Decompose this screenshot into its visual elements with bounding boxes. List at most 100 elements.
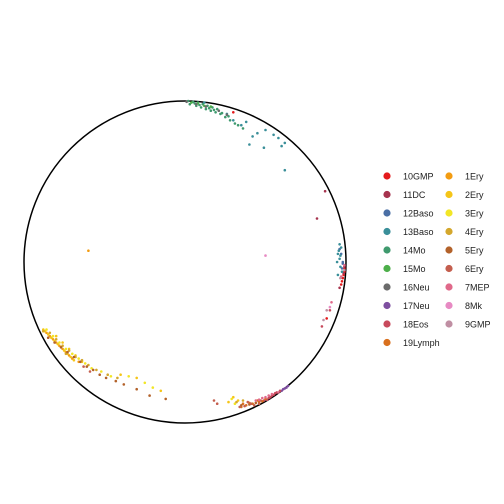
point-2ery-20 — [236, 399, 240, 402]
point-3ery-14 — [233, 402, 237, 406]
point-14mo-9 — [199, 106, 203, 109]
point-5ery-5 — [79, 360, 82, 364]
point-13baso-23 — [203, 101, 206, 104]
legend-label-3ery: 3Ery — [465, 209, 484, 219]
point-6ery-2 — [249, 402, 253, 406]
point-2ery-2 — [50, 336, 53, 340]
point-15mo-3 — [209, 105, 213, 108]
legend-swatch-5ery — [445, 246, 453, 254]
point-18eos-8 — [267, 396, 271, 400]
point-7mep-7 — [330, 301, 333, 304]
point-1ery-7 — [71, 357, 74, 360]
point-6ery-10 — [88, 370, 92, 373]
point-3ery-2 — [58, 341, 61, 344]
legend-label-5ery: 5Ery — [465, 246, 484, 256]
point-11dc-2 — [338, 286, 341, 290]
point-7mep-1 — [267, 394, 271, 397]
point-4ery-8 — [106, 373, 109, 377]
point-9gmp-3 — [339, 276, 342, 280]
point-6ery-6 — [246, 400, 250, 404]
point-2ery-9 — [72, 358, 76, 362]
legend-label-12baso: 12Baso — [403, 209, 434, 219]
point-8mk-1 — [328, 305, 332, 309]
point-10gmp-1 — [341, 276, 345, 280]
legend-swatch-19lymph — [383, 338, 391, 347]
point-14mo-20 — [212, 108, 216, 112]
point-10gmp-6 — [325, 317, 329, 320]
point-13baso-11 — [272, 133, 275, 137]
point-2ery-1 — [46, 333, 50, 336]
legend-swatch-12baso — [383, 209, 391, 217]
legend-swatch-7mep — [445, 283, 453, 291]
point-14mo-7 — [188, 102, 192, 106]
point-5ery-11 — [122, 383, 126, 386]
point-15mo-0 — [190, 101, 193, 104]
point-2ery-17 — [135, 376, 138, 380]
point-7mep-0 — [264, 395, 267, 399]
legend-label-7mep: 7MEP — [465, 283, 490, 293]
point-7mep-4 — [257, 398, 261, 402]
point-2ery-11 — [54, 334, 58, 338]
point-6ery-9 — [82, 365, 85, 368]
point-2ery-6 — [63, 349, 66, 352]
point-3ery-7 — [90, 367, 93, 370]
point-11dc-4 — [315, 217, 319, 220]
legend-label-9gmp: 9GMP — [465, 320, 491, 330]
point-6ery-8 — [212, 399, 216, 402]
point-16neu-2 — [204, 105, 208, 108]
point-16neu-1 — [195, 102, 198, 106]
legend-swatch-8mk — [445, 301, 453, 310]
legend-swatch-10gmp — [383, 172, 391, 180]
point-14mo-14 — [224, 115, 227, 119]
point-7mep-2 — [261, 396, 264, 400]
point-7mep-3 — [270, 392, 274, 396]
point-3ery-11 — [143, 381, 147, 385]
legend-label-16neu: 16Neu — [403, 283, 430, 293]
point-13baso-17 — [244, 120, 248, 124]
data-points — [42, 99, 346, 409]
point-8mk-0 — [264, 254, 267, 257]
point-7mep-6 — [254, 399, 258, 402]
point-3ery-12 — [151, 386, 155, 389]
point-13baso-6 — [338, 243, 341, 246]
legend-swatch-16neu — [383, 283, 391, 291]
legend-swatch-4ery — [445, 227, 453, 236]
legend-label-18eos: 18Eos — [403, 320, 429, 330]
point-10gmp-7 — [232, 111, 235, 114]
point-13baso-18 — [283, 141, 287, 145]
point-4ery-13 — [241, 399, 245, 402]
point-1ery-6 — [67, 354, 71, 357]
point-3ery-13 — [230, 397, 233, 401]
point-3ery-9 — [109, 375, 113, 378]
point-2ery-18 — [159, 389, 163, 393]
point-5ery-1 — [53, 341, 56, 344]
point-13baso-15 — [251, 135, 254, 138]
point-3ery-4 — [71, 352, 74, 356]
legend-swatch-1ery — [445, 172, 453, 180]
point-5ery-6 — [85, 365, 89, 368]
point-13baso-0 — [338, 257, 341, 261]
point-5ery-2 — [59, 346, 63, 349]
point-4ery-3 — [67, 349, 71, 352]
point-19lymph-8 — [241, 402, 245, 406]
point-5ery-3 — [66, 350, 69, 354]
point-5ery-14 — [164, 397, 167, 401]
point-6ery-0 — [238, 405, 241, 409]
point-13baso-21 — [283, 168, 287, 172]
legend-label-1ery: 1Ery — [465, 172, 484, 182]
point-13baso-4 — [339, 246, 343, 249]
point-13baso-19 — [248, 143, 251, 146]
point-13baso-24 — [232, 119, 235, 122]
legend: 10GMP 11DC 12Baso 13Baso 14Mo 15Mo 16Neu 17Neu 1… — [383, 172, 491, 348]
point-13baso-5 — [335, 260, 339, 264]
point-14mo-10 — [204, 107, 208, 111]
point-17neu-4 — [283, 387, 287, 390]
point-18eos-3 — [278, 389, 282, 393]
point-16neu-3 — [217, 109, 221, 112]
legend-label-14mo: 14Mo — [403, 246, 426, 256]
point-14mo-22 — [227, 115, 230, 118]
point-13baso-16 — [264, 128, 267, 132]
point-5ery-10 — [114, 379, 118, 383]
point-17neu-3 — [286, 384, 290, 388]
unit-circle-boundary — [23, 100, 347, 424]
